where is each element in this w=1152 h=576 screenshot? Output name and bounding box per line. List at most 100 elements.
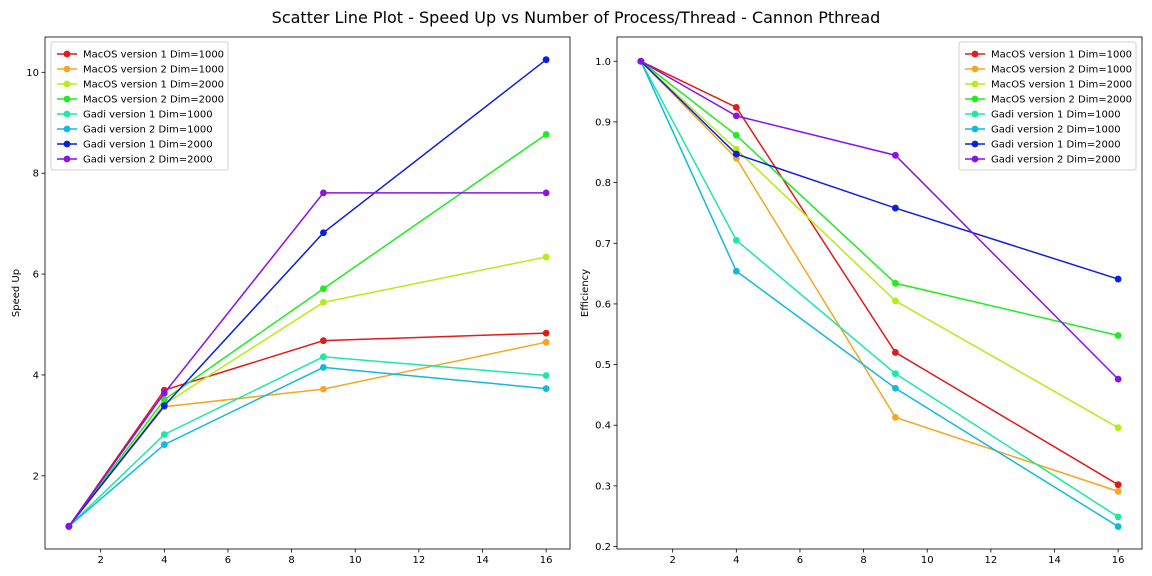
legend-label: Gadi version 1 Dim=2000 [83, 140, 213, 151]
y-tick-label: 0.8 [595, 178, 611, 189]
data-point [892, 413, 899, 421]
series-line [68, 133, 547, 527]
legend-box [958, 41, 1137, 171]
data-point [637, 57, 645, 65]
y-tick-label: 0.2 [595, 542, 611, 553]
data-point [160, 402, 168, 410]
x-tick-label: 14 [476, 555, 489, 566]
y-tick-label: 1.0 [595, 57, 611, 68]
legend-label: Gadi version 1 Dim=1000 [83, 110, 213, 121]
legend-label: Gadi version 1 Dim=2000 [991, 140, 1121, 151]
y-tick-label: 2 [33, 471, 39, 482]
legend: MacOS version 1 Dim=1000 MacOS version 2 … [958, 41, 1137, 171]
x-tick-label: 4 [733, 555, 739, 566]
data-point [320, 353, 327, 361]
legend-item: Gadi version 2 Dim=2000 [965, 155, 1121, 166]
legend-marker [971, 80, 979, 88]
x-tick-label: 8 [288, 555, 294, 566]
x-tick-label: 2 [97, 555, 103, 566]
series-8 [65, 189, 550, 530]
series-line [68, 192, 547, 527]
x-tick-label: 6 [797, 555, 803, 566]
y-tick-label: 0.7 [595, 239, 611, 250]
data-point [542, 253, 550, 261]
legend-item: MacOS version 2 Dim=2000 [965, 95, 1132, 106]
data-point [1114, 487, 1122, 495]
legend-label: MacOS version 1 Dim=1000 [83, 50, 224, 61]
data-point [65, 522, 73, 530]
data-point [732, 103, 740, 111]
legend-marker [971, 65, 979, 73]
data-point [320, 298, 327, 306]
data-point [542, 130, 550, 138]
legend-marker [971, 125, 979, 133]
data-point [542, 329, 550, 337]
data-point [732, 150, 740, 158]
legend-marker [63, 65, 71, 73]
data-point [542, 385, 550, 392]
y-tick-label: 0.4 [595, 421, 611, 432]
data-point [732, 112, 740, 120]
data-point [892, 370, 899, 378]
plot-frame [44, 36, 571, 550]
legend-item: Gadi version 2 Dim=2000 [57, 155, 213, 166]
legend-marker [63, 125, 71, 133]
data-point [732, 145, 740, 153]
x-tick-label: 2 [669, 555, 675, 566]
y-tick-label: 8 [33, 169, 39, 180]
series-line [68, 59, 547, 527]
legend-label: MacOS version 2 Dim=1000 [991, 65, 1132, 76]
legend-label: MacOS version 1 Dim=2000 [991, 80, 1132, 91]
legend-item: MacOS version 2 Dim=1000 [965, 65, 1132, 76]
data-point [892, 297, 899, 305]
series-line [640, 60, 1119, 493]
legend-item: Gadi version 1 Dim=1000 [57, 110, 213, 121]
x-tick-label: 14 [1048, 555, 1061, 566]
legend-marker [63, 95, 71, 103]
data-point [320, 229, 327, 237]
legend-marker [63, 155, 71, 163]
legend-item: MacOS version 1 Dim=1000 [965, 50, 1132, 61]
series-line [640, 60, 1119, 486]
data-point [732, 131, 740, 139]
x-tick-label: 10 [921, 555, 934, 566]
data-point [1114, 275, 1122, 283]
data-point [1114, 332, 1122, 339]
legend-marker [971, 110, 979, 118]
x-tick-label: 16 [1112, 555, 1125, 566]
y-tick-label: 0.3 [595, 481, 611, 492]
x-tick-label: 8 [860, 555, 866, 566]
legend-item: MacOS version 1 Dim=1000 [57, 50, 224, 61]
data-point [892, 349, 899, 356]
y-tick-label: 0.5 [595, 360, 611, 371]
plot-frame [616, 36, 1143, 550]
figure-title: Scatter Line Plot - Speed Up vs Number o… [271, 8, 881, 27]
legend-label: Gadi version 2 Dim=1000 [991, 125, 1121, 136]
data-point [892, 279, 899, 287]
series-line [640, 60, 1119, 528]
series-line [68, 356, 547, 527]
data-point [160, 431, 168, 438]
y-axis-label: Efficiency [580, 269, 591, 317]
data-point [1114, 424, 1122, 432]
series-8 [637, 57, 1122, 383]
legend-item: Gadi version 2 Dim=1000 [57, 125, 213, 136]
x-tick-label: 6 [225, 555, 231, 566]
x-tick-label: 12 [984, 555, 997, 566]
legend-item: MacOS version 1 Dim=2000 [57, 80, 224, 91]
legend-item: Gadi version 1 Dim=1000 [965, 110, 1121, 121]
series-3 [65, 253, 550, 530]
legend-label: MacOS version 2 Dim=2000 [991, 95, 1132, 106]
legend-box [50, 41, 229, 171]
data-point [320, 285, 327, 293]
legend: MacOS version 1 Dim=1000 MacOS version 2 … [50, 41, 229, 171]
legend-item: Gadi version 1 Dim=2000 [57, 140, 213, 151]
data-point [320, 385, 327, 393]
data-point [892, 151, 899, 159]
data-point [160, 396, 168, 404]
data-point [320, 364, 327, 371]
data-point [1114, 375, 1122, 383]
data-point [542, 189, 550, 197]
legend-marker [63, 110, 71, 118]
